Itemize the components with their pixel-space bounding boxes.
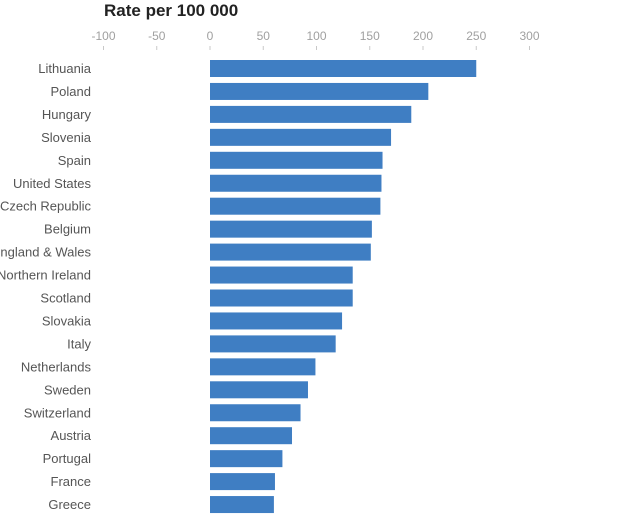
bar [210, 197, 381, 215]
bar [210, 105, 412, 123]
x-tick-label: 50 [257, 29, 271, 43]
category-label: Hungary [42, 107, 92, 122]
bar [210, 266, 353, 284]
category-label: Portugal [43, 451, 92, 466]
bar [210, 450, 283, 468]
bar [210, 312, 343, 330]
category-label: Scotland [40, 291, 91, 306]
bar [210, 82, 429, 100]
category-label: Italy [67, 336, 91, 351]
bar [210, 220, 372, 238]
category-label: Northern Ireland [0, 268, 91, 283]
x-tick-label: 100 [306, 29, 326, 43]
x-tick-label: 200 [413, 29, 433, 43]
x-tick-label: 150 [360, 29, 380, 43]
category-label: Netherlands [21, 359, 92, 374]
category-label: England & Wales [0, 245, 91, 260]
bar [210, 128, 392, 146]
category-label: Poland [51, 84, 91, 99]
category-label: Greece [48, 497, 91, 512]
bar [210, 335, 336, 353]
bar [210, 289, 353, 307]
bar [210, 496, 274, 514]
x-tick-label: -50 [148, 29, 166, 43]
category-label: Sweden [44, 382, 91, 397]
bar [210, 473, 275, 491]
category-label: Switzerland [24, 405, 91, 420]
category-label: Austria [51, 428, 92, 443]
category-label: Belgium [44, 222, 91, 237]
x-tick-label: -100 [91, 29, 115, 43]
bar [210, 427, 293, 445]
bar [210, 151, 383, 169]
category-label: Spain [58, 153, 91, 168]
category-label: Lithuania [38, 61, 92, 76]
bar [210, 404, 301, 422]
bar [210, 60, 477, 77]
x-tick-label: 0 [207, 29, 214, 43]
bar [210, 381, 308, 399]
bar [210, 243, 371, 261]
x-tick-label: 250 [466, 29, 486, 43]
category-label: Slovenia [41, 130, 92, 145]
category-label: United States [13, 176, 92, 191]
bar [210, 174, 382, 192]
x-tick-label: 300 [519, 29, 539, 43]
chart-title: Rate per 100 000 [104, 1, 239, 20]
bar [210, 358, 316, 376]
category-label: France [51, 474, 91, 489]
category-label: Slovakia [42, 313, 92, 328]
category-label: Czech Republic [0, 199, 91, 214]
